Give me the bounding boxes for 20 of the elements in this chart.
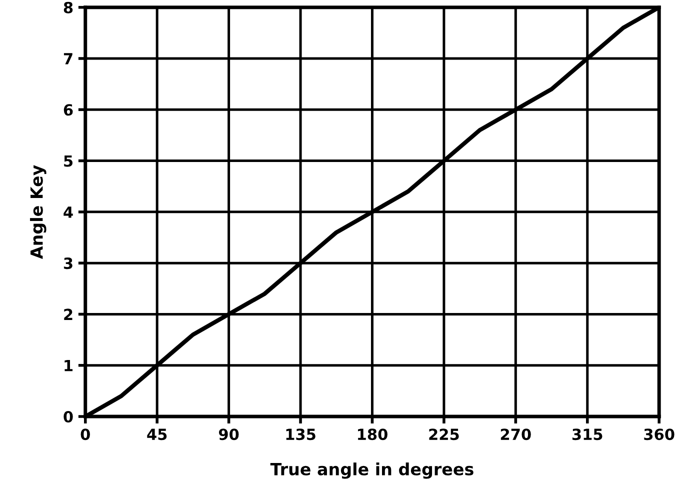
y-tick-label: 8 xyxy=(64,2,73,14)
x-tick-label: 45 xyxy=(147,428,167,440)
y-tick-label: 7 xyxy=(64,53,72,64)
y-tick-label: 1 xyxy=(64,360,73,372)
x-tick-label: 360 xyxy=(644,428,674,440)
x-tick-label: 315 xyxy=(572,428,602,440)
y-tick-label: 5 xyxy=(64,155,72,167)
y-tick-label: 6 xyxy=(64,104,73,116)
y-axis-title: Angle Key xyxy=(30,165,46,259)
x-tick-label: 90 xyxy=(218,428,239,440)
y-tick-label: 4 xyxy=(64,206,73,218)
y-tick-label: 0 xyxy=(64,410,73,423)
x-tick-label: 0 xyxy=(80,428,90,440)
y-tick-label: 2 xyxy=(64,308,72,320)
x-tick-label: 225 xyxy=(429,428,459,440)
y-tick-label: 3 xyxy=(64,258,72,270)
x-tick-label: 135 xyxy=(286,428,316,440)
x-tick-label: 270 xyxy=(500,428,531,440)
x-axis-title: True angle in degrees xyxy=(270,462,474,479)
x-tick-label: 180 xyxy=(358,428,388,440)
